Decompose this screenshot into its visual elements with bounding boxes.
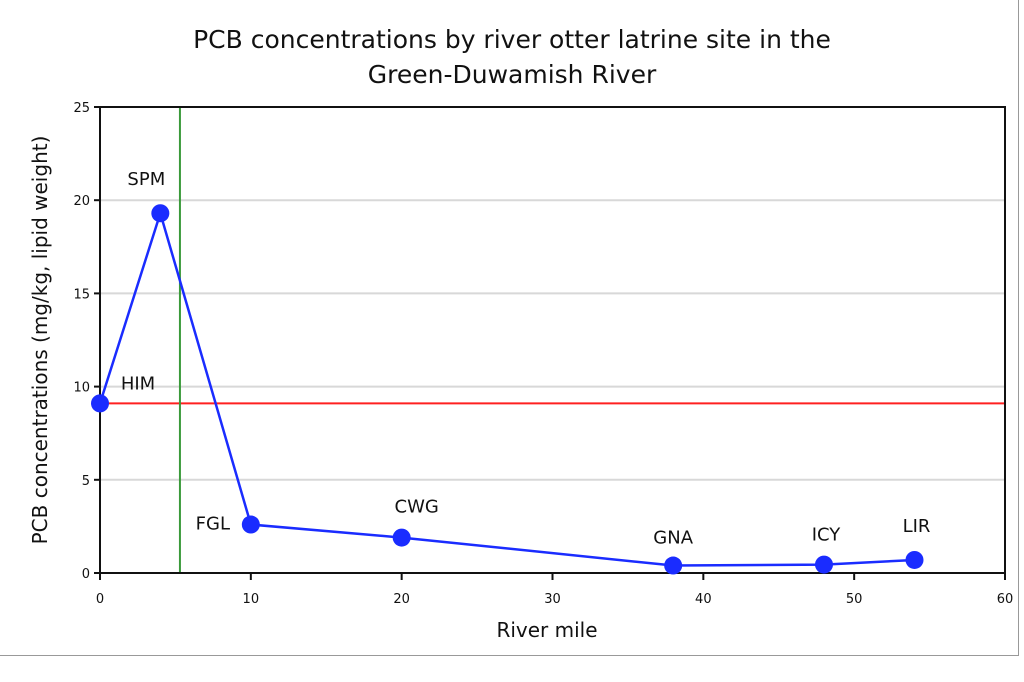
x-tick-label: 60	[997, 592, 1014, 607]
point-label: FGL	[196, 514, 230, 535]
y-tick-label: 10	[73, 381, 90, 396]
chart-title-line1: PCB concentrations by river otter latrin…	[193, 25, 831, 54]
data-point	[815, 555, 833, 574]
point-label: SPM	[127, 169, 165, 190]
point-label: GNA	[653, 528, 693, 549]
y-tick-label: 0	[82, 567, 90, 582]
point-label: ICY	[812, 525, 842, 546]
x-tick-label: 20	[393, 592, 410, 607]
chart-title-line2: Green-Duwamish River	[368, 60, 657, 89]
point-label: CWG	[395, 497, 439, 518]
y-tick-label: 25	[73, 101, 90, 116]
x-tick-label: 30	[544, 592, 561, 607]
data-point	[905, 550, 924, 569]
y-axis-label: PCB concentrations (mg/kg, lipid weight)	[28, 136, 52, 545]
y-tick-label: 15	[73, 287, 90, 302]
data-point	[151, 204, 170, 223]
point-label: LIR	[903, 516, 931, 537]
x-tick-label: 40	[695, 592, 712, 607]
data-point	[91, 394, 109, 413]
x-tick-label: 10	[243, 592, 260, 607]
x-axis-label: River mile	[496, 618, 597, 642]
data-point	[392, 528, 411, 547]
plot-area-border	[99, 106, 1006, 574]
y-tick-label: 20	[73, 194, 90, 209]
y-tick-label: 5	[82, 474, 90, 489]
chart-frame	[0, 0, 1019, 656]
data-point	[241, 515, 260, 534]
x-tick-label: 50	[846, 592, 863, 607]
data-point	[664, 556, 683, 575]
x-tick-label: 0	[96, 592, 104, 607]
point-label: HIM	[121, 373, 155, 394]
